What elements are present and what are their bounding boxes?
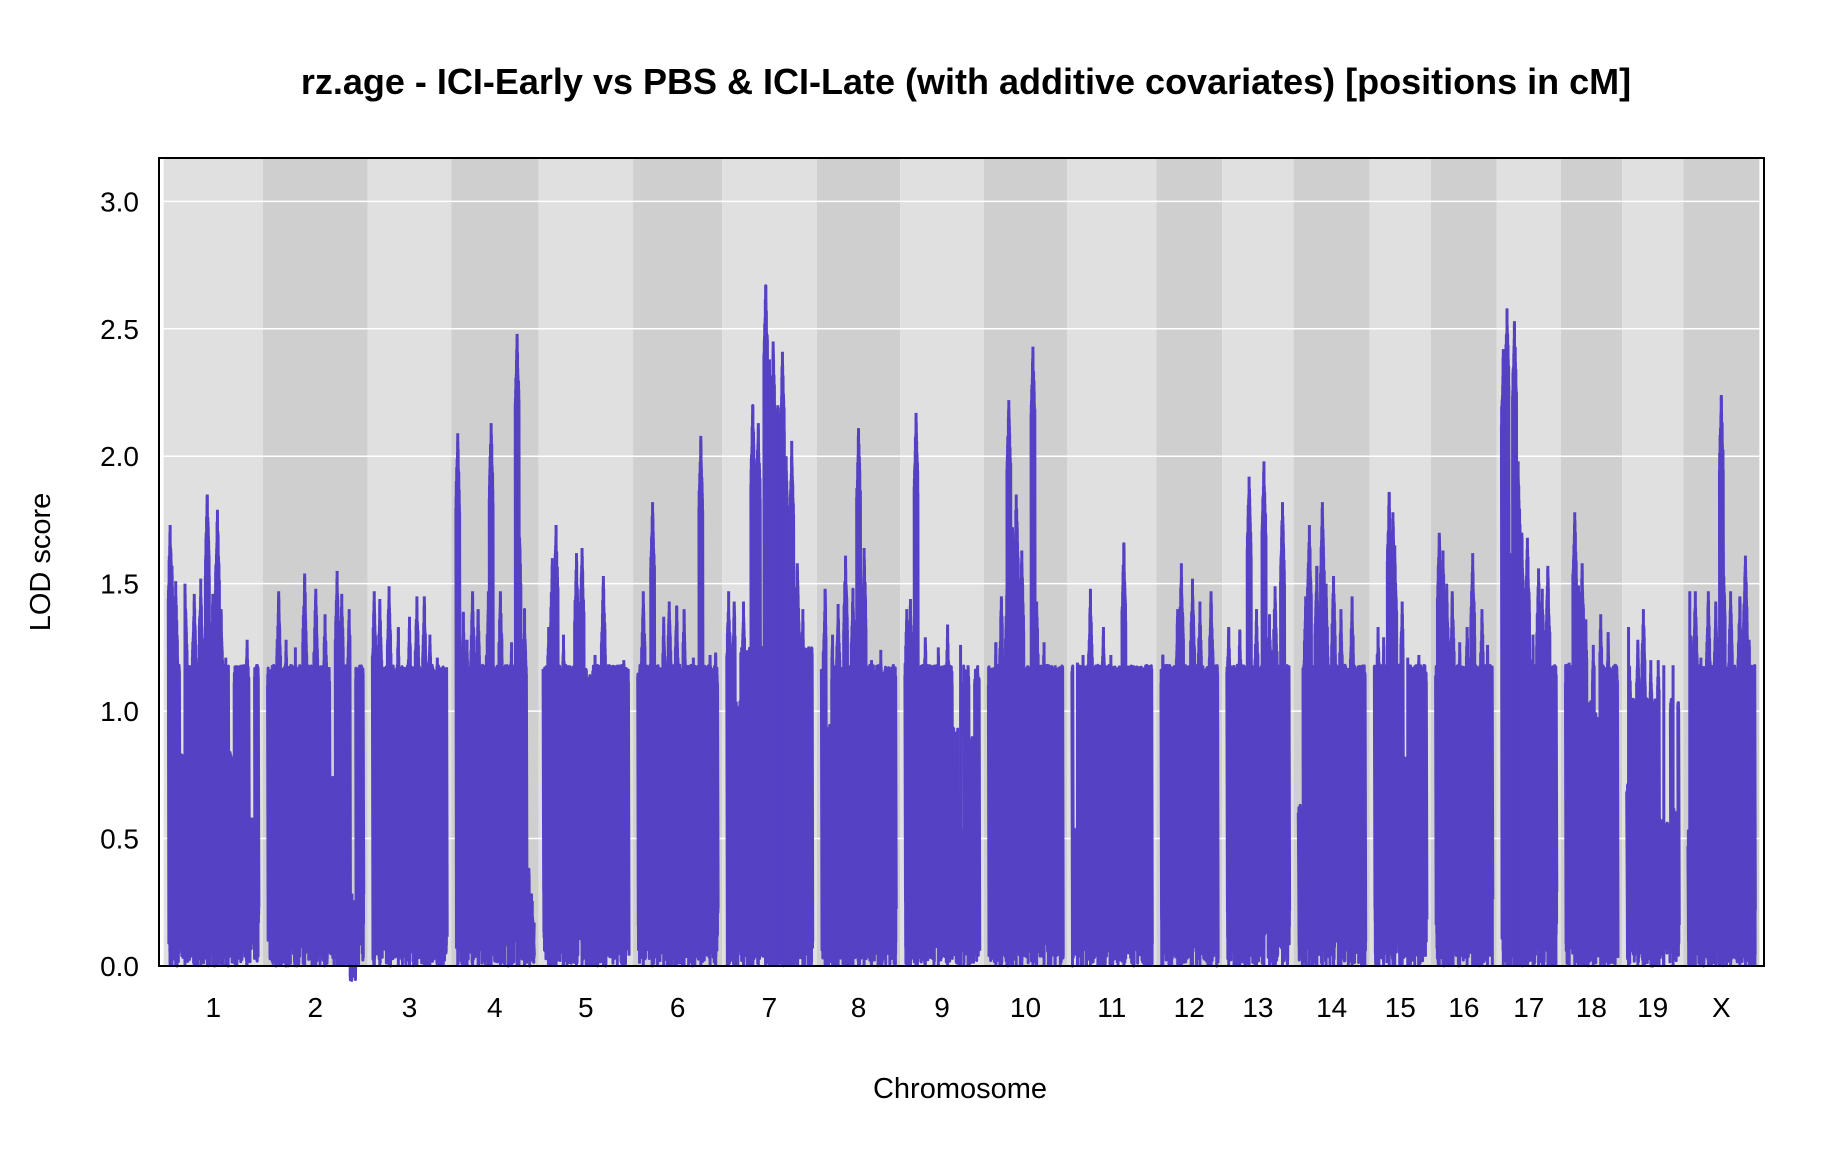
x-tick-label-19: 19 bbox=[1637, 992, 1668, 1023]
x-tick-label-16: 16 bbox=[1448, 992, 1479, 1023]
lod-trace-chr-12 bbox=[1159, 576, 1220, 968]
x-tick-label-6: 6 bbox=[670, 992, 686, 1023]
x-axis-title: Chromosome bbox=[873, 1073, 1047, 1105]
y-tick-label-2.0: 2.0 bbox=[100, 441, 139, 472]
lod-trace-chr-13 bbox=[1225, 468, 1292, 968]
x-tick-label-15: 15 bbox=[1385, 992, 1416, 1023]
x-tick-label-3: 3 bbox=[402, 992, 418, 1023]
x-tick-label-11: 11 bbox=[1097, 992, 1126, 1023]
y-tick-label-1.0: 1.0 bbox=[100, 696, 139, 727]
y-axis-title: LOD score bbox=[25, 493, 57, 632]
x-axis: 1 2 3 4 5 6 7 8 9 10 11 12 13 14 15 16 17 18 19 X bbox=[205, 992, 1730, 1023]
lod-series bbox=[166, 284, 1757, 982]
x-tick-label-7: 7 bbox=[762, 992, 778, 1023]
x-tick-label-1: 1 bbox=[205, 992, 221, 1023]
x-tick-label-18: 18 bbox=[1576, 992, 1607, 1023]
y-tick-label-3.0: 3.0 bbox=[100, 186, 139, 217]
x-tick-label-14: 14 bbox=[1316, 992, 1347, 1023]
plot-frame bbox=[158, 157, 1765, 967]
y-tick-label-2.5: 2.5 bbox=[100, 314, 139, 345]
x-tick-label-5: 5 bbox=[578, 992, 594, 1023]
y-tick-label-1.5: 1.5 bbox=[100, 569, 139, 600]
x-tick-label-10: 10 bbox=[1010, 992, 1041, 1023]
x-tick-label-13: 13 bbox=[1242, 992, 1273, 1023]
x-tick-label-X: X bbox=[1712, 992, 1731, 1023]
x-tick-label-8: 8 bbox=[851, 992, 867, 1023]
x-tick-label-17: 17 bbox=[1513, 992, 1544, 1023]
x-tick-label-12: 12 bbox=[1174, 992, 1205, 1023]
x-tick-label-4: 4 bbox=[487, 992, 503, 1023]
x-tick-label-9: 9 bbox=[934, 992, 950, 1023]
y-tick-label-0.5: 0.5 bbox=[100, 824, 139, 855]
y-tick-label-0.0: 0.0 bbox=[100, 951, 139, 982]
lod-trace-chr-4 bbox=[454, 337, 536, 968]
y-axis: 0.0 0.5 1.0 1.5 2.0 2.5 3.0 bbox=[100, 186, 139, 982]
chart-title: rz.age - ICI-Early vs PBS & ICI-Late (wi… bbox=[301, 61, 1631, 102]
lod-trace-chr-19 bbox=[1625, 623, 1681, 968]
x-tick-label-2: 2 bbox=[308, 992, 324, 1023]
